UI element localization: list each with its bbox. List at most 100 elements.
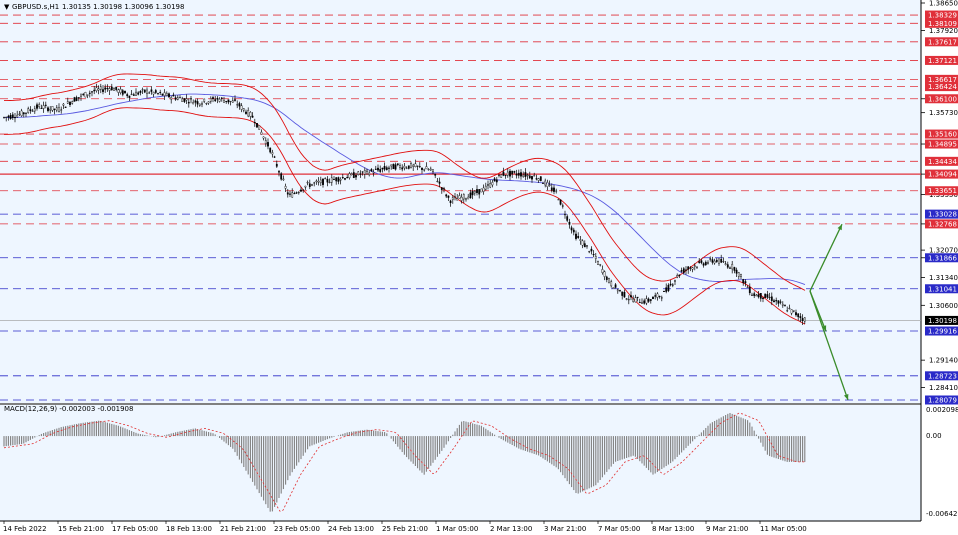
resistance-label-box <box>925 186 958 196</box>
price-tick-label: 1.32070 <box>929 247 958 255</box>
candle-body <box>291 192 294 198</box>
candle-body <box>216 97 219 100</box>
candle-body <box>304 185 307 188</box>
candle-body <box>704 261 707 266</box>
candle-body <box>64 106 67 108</box>
candle-body <box>753 293 756 296</box>
candle-body <box>526 174 529 177</box>
candle-body <box>438 181 441 184</box>
candle-body <box>91 91 93 93</box>
candle-body <box>656 293 659 298</box>
candle-body <box>231 100 234 103</box>
bearish-forecast-arrow-extended <box>809 290 849 401</box>
candle-body <box>328 181 331 184</box>
candle-body <box>504 174 507 176</box>
candle-body <box>337 177 340 182</box>
candle-body <box>273 156 276 158</box>
candle-body <box>31 110 34 112</box>
resistance-label: 1.33651 <box>928 187 957 195</box>
support-label: 1.33028 <box>928 211 957 219</box>
candle-body <box>731 263 734 270</box>
candle-body <box>249 112 252 117</box>
resistance-label: 1.35160 <box>928 131 957 139</box>
candle-body <box>157 93 159 95</box>
candle-body <box>462 194 465 200</box>
candle-body <box>278 171 280 173</box>
candle-body <box>577 236 580 238</box>
candle-body <box>663 290 665 292</box>
candle-body <box>759 293 762 299</box>
candle-body <box>502 171 505 176</box>
candle-body <box>44 104 47 106</box>
candle-body <box>339 178 342 181</box>
candle-body <box>297 192 300 194</box>
candle-body <box>744 281 747 284</box>
candle-body <box>388 167 390 169</box>
candle-body <box>163 92 166 96</box>
candle-body <box>174 97 177 100</box>
candle-body <box>38 104 41 108</box>
candle-body <box>658 295 661 297</box>
candle-body <box>361 171 364 173</box>
candle-body <box>236 104 239 106</box>
candle-body <box>711 259 714 263</box>
candle-body <box>179 97 181 99</box>
candle-body <box>315 180 318 183</box>
candle-body <box>572 229 575 233</box>
candle-body <box>579 239 582 241</box>
candle-body <box>456 198 459 201</box>
candle-body <box>381 167 384 170</box>
candle-body <box>390 164 393 167</box>
candle-body <box>416 165 419 167</box>
candle-body <box>654 295 657 297</box>
candle-body <box>634 297 637 303</box>
candle-body <box>425 166 428 170</box>
bearish-forecast-arrow-extended-head <box>843 393 849 400</box>
candle-body <box>469 192 472 199</box>
candle-body <box>449 200 452 204</box>
candle-body <box>467 196 470 200</box>
candle-body <box>69 101 71 106</box>
resistance-label: 1.34094 <box>928 171 957 179</box>
candle-body <box>348 173 351 179</box>
candle-body <box>187 101 190 104</box>
resistance-label: 1.32768 <box>928 220 957 228</box>
candle-body <box>520 172 522 177</box>
candle-body <box>84 92 87 98</box>
candle-body <box>788 307 791 310</box>
candle-body <box>801 318 804 321</box>
candle-body <box>693 265 696 267</box>
candle-body <box>460 196 463 201</box>
candle-body <box>590 248 593 252</box>
candle-body <box>141 89 144 91</box>
symbol-label: GBPUSD.s,H1 <box>12 3 59 11</box>
candle-body <box>209 98 212 102</box>
candle-body <box>40 107 43 109</box>
horizontal-levels <box>0 14 921 401</box>
candle-body <box>724 263 727 265</box>
candle-body <box>440 187 443 190</box>
candle-body <box>330 177 333 183</box>
candle-body <box>302 189 305 191</box>
candle-body <box>80 94 82 97</box>
dropdown-arrow-icon[interactable]: ▼ <box>4 3 10 11</box>
candle-body <box>603 271 606 277</box>
candle-body <box>610 281 613 287</box>
candle-body <box>407 165 410 169</box>
candle-body <box>399 165 401 168</box>
candle-body <box>786 310 789 312</box>
candle-body <box>282 178 285 181</box>
candle-body <box>295 192 298 194</box>
candle-body <box>33 108 36 112</box>
candle-body <box>691 267 694 270</box>
candle-body <box>762 297 764 299</box>
price-tick-label: 1.37920 <box>929 27 958 35</box>
support-label-box <box>925 253 958 263</box>
candle-body <box>729 267 731 269</box>
candle-body <box>104 87 107 90</box>
candle-body <box>359 173 362 175</box>
candle-body <box>700 260 703 263</box>
candle-body <box>159 91 162 93</box>
